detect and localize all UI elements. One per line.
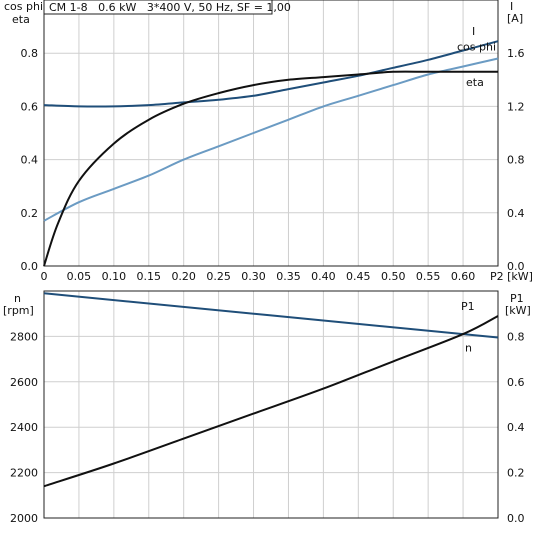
bottom-left-y-tick-label: 2200: [10, 467, 38, 480]
top-left-y-tick-label: 0.4: [21, 154, 39, 167]
x-tick-label: 0.20: [171, 270, 196, 283]
bottom-right-axis-title-line1: P1: [510, 292, 524, 305]
top-series-eta-line: [43, 70, 498, 267]
top-right-y-tick-label: 0.8: [507, 154, 525, 167]
bottom-right-y-tick-label: 0.2: [507, 467, 525, 480]
x-tick-label: 0.25: [206, 270, 231, 283]
top-tick-labels: 0 0.05 0.10 0.15 0.20 0.25 0.30 0.35 0.40 0.45 0.5…: [21, 47, 533, 283]
bottom-left-y-tick-label: 2600: [10, 376, 38, 389]
top-grid: [44, 0, 498, 266]
series-label-p1: P1: [461, 300, 475, 313]
top-left-y-tick-label: 0.6: [21, 100, 39, 113]
bottom-right-axis-title-line2: [kW]: [505, 304, 531, 317]
top-right-axis-title-line2: [A]: [507, 12, 523, 25]
top-right-y-tick-label: 0.4: [507, 207, 525, 220]
x-tick-label: 0.30: [241, 270, 266, 283]
top-right-y-tick-label: 1.6: [507, 47, 525, 60]
top-left-axis-title-line1: cos phi: [4, 0, 43, 13]
bottom-right-y-tick-label: 0.0: [507, 512, 525, 525]
x-tick-label: 0.60: [451, 270, 476, 283]
series-label-i: I: [472, 25, 475, 38]
top-right-axis-title-line1: I: [510, 0, 513, 13]
chart-title-box: [43, 0, 273, 15]
top-right-y-tick-label: 0.0: [507, 260, 525, 273]
bottom-left-axis-title-line1: n: [14, 292, 21, 305]
bottom-tick-labels: 2000 2200 2400 2600 2800 0.0 0.2 0.4 0.6 0.8: [10, 330, 525, 525]
top-left-y-tick-label: 0.8: [21, 47, 39, 60]
top-left-y-tick-label: 0.0: [21, 260, 39, 273]
bottom-panel: n [rpm] P1 [kW] 2000 2200 2400 2600 2800 0.0 0…: [3, 290, 531, 525]
top-left-y-tick-label: 0.2: [21, 207, 39, 220]
x-tick-label: 0.05: [67, 270, 92, 283]
bottom-series: [43, 292, 499, 488]
bottom-left-axis-title-line2: [rpm]: [3, 304, 34, 317]
top-panel: CM 1-8 0.6 kW 3*400 V, 50 Hz, SF = 1,00 …: [4, 0, 533, 283]
top-right-y-tick-label: 1.2: [507, 100, 525, 113]
x-tick-label: 0.45: [346, 270, 371, 283]
x-tick-label: 0.10: [102, 270, 127, 283]
bottom-series-labels: P1 n: [461, 300, 475, 355]
bottom-series-p1-line: [43, 315, 499, 488]
chart-title: CM 1-8 0.6 kW 3*400 V, 50 Hz, SF = 1,00: [49, 1, 291, 14]
series-label-eta: eta: [466, 76, 484, 89]
top-series: [43, 40, 499, 267]
x-tick-label: 0.50: [381, 270, 406, 283]
top-left-axis-title-line2: eta: [12, 13, 30, 26]
x-tick-label: 0.40: [311, 270, 336, 283]
bottom-series-n-line: [43, 292, 499, 339]
bottom-left-y-tick-label: 2800: [10, 330, 38, 343]
bottom-grid: [44, 291, 498, 518]
bottom-plot-frame: [43, 290, 499, 519]
x-tick-label: 0.55: [416, 270, 441, 283]
bottom-right-y-tick-label: 0.4: [507, 421, 525, 434]
top-plot-frame: [43, 0, 499, 267]
bottom-right-y-tick-label: 0.6: [507, 376, 525, 389]
bottom-right-y-tick-label: 0.8: [507, 330, 525, 343]
x-tick-label: 0.35: [276, 270, 301, 283]
series-label-cos-phi: cos phi: [457, 41, 496, 54]
x-tick-label: P2 [kW]: [490, 270, 533, 283]
series-label-n: n: [465, 342, 472, 355]
x-tick-label: 0.15: [137, 270, 162, 283]
top-series-i-line: [43, 40, 499, 108]
x-tick-label: 0: [41, 270, 48, 283]
top-series-cos-phi-line: [43, 57, 499, 222]
bottom-left-y-tick-label: 2400: [10, 421, 38, 434]
bottom-left-y-tick-label: 2000: [10, 512, 38, 525]
